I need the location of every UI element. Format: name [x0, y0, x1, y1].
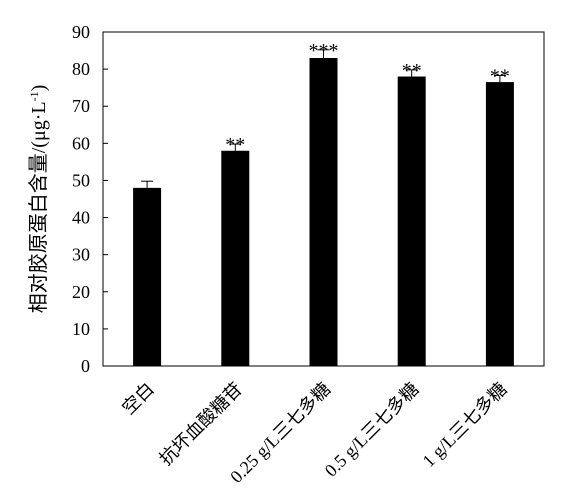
bar — [133, 187, 162, 366]
x-tick-label: 0.5 g/L三七多糖 — [321, 379, 423, 481]
y-tick-label: 80 — [72, 59, 90, 79]
significance-mark: ** — [402, 60, 422, 82]
y-tick-label: 70 — [72, 96, 90, 116]
y-tick-label: 40 — [72, 208, 90, 228]
x-tick-label: 空白 — [118, 379, 158, 419]
x-tick-label: 1 g/L三七多糖 — [418, 379, 510, 471]
y-tick-label: 0 — [81, 356, 90, 376]
significance-mark: ** — [225, 134, 245, 156]
bar — [309, 57, 338, 366]
y-tick-label: 20 — [72, 282, 90, 302]
bar — [485, 82, 514, 366]
y-tick-label: 90 — [72, 22, 90, 42]
bar — [397, 76, 426, 367]
bar — [221, 150, 250, 366]
y-axis: 0 10 20 30 40 50 60 70 80 90 — [72, 22, 108, 376]
y-tick-label: 30 — [72, 245, 90, 265]
y-tick-label: 10 — [72, 319, 90, 339]
y-tick-label: 60 — [72, 133, 90, 153]
bars: ******* ** — [133, 40, 514, 367]
x-tick-label: 抗坏血酸糖苷 — [156, 379, 247, 470]
significance-mark: ** — [490, 65, 510, 87]
y-tick-label: 50 — [72, 170, 90, 190]
significance-mark: *** — [309, 40, 339, 62]
y-axis-label: 相对胶原蛋白含量/(μg·L-1) — [27, 85, 50, 314]
